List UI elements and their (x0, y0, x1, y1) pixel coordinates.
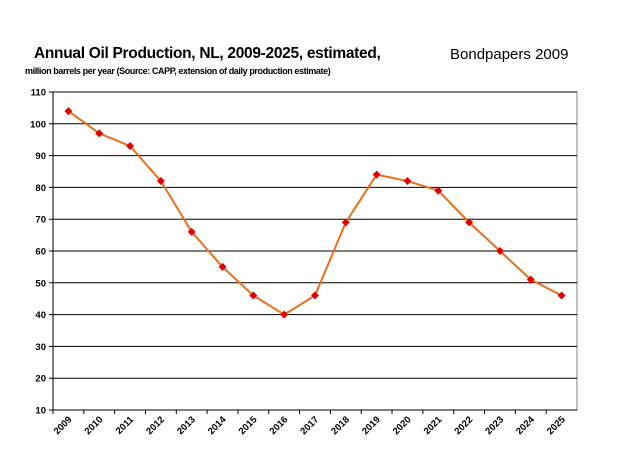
x-tick-label: 2025 (545, 414, 568, 437)
data-point (495, 247, 504, 255)
x-tick-label: 2024 (514, 414, 537, 437)
data-point (64, 107, 73, 116)
data-point (526, 275, 535, 284)
y-tick-label: 60 (35, 247, 46, 258)
y-tick-label: 100 (30, 119, 46, 130)
y-tick-label: 90 (35, 151, 46, 162)
y-tick-label: 20 (35, 374, 46, 385)
y-tick-label: 50 (35, 278, 46, 289)
data-point (465, 218, 474, 227)
y-tick-label: 70 (35, 215, 46, 226)
chart-credit: Bondpapers 2009 (450, 46, 569, 63)
data-point (403, 177, 412, 186)
data-point (557, 291, 566, 300)
x-tick-label: 2015 (237, 414, 260, 437)
data-point (311, 291, 319, 300)
data-point (156, 177, 165, 186)
x-tick-label: 2021 (422, 414, 445, 437)
data-point (95, 129, 104, 138)
data-point (249, 291, 258, 300)
x-tick-label: 2016 (268, 414, 291, 437)
x-tick-label: 2010 (83, 414, 106, 437)
data-point (434, 186, 443, 195)
y-tick-label: 110 (31, 88, 46, 99)
data-point (218, 262, 227, 271)
x-tick-label: 2019 (360, 414, 383, 437)
x-tick-label: 2022 (453, 414, 476, 437)
y-tick-label: 40 (35, 310, 46, 321)
x-tick-label: 2023 (483, 414, 506, 437)
data-point (280, 310, 289, 319)
x-tick-label: 2012 (144, 414, 167, 437)
x-tick-label: 2017 (298, 414, 321, 437)
x-tick-label: 2014 (206, 414, 229, 437)
data-point (126, 142, 135, 151)
y-tick-label: 80 (35, 183, 46, 194)
data-point (187, 227, 196, 236)
chart-subtitle: million barrels per year (Source: CAPP, … (25, 66, 331, 76)
x-tick-label: 2020 (391, 414, 414, 437)
y-tick-label: 30 (35, 342, 46, 353)
x-tick-label: 2011 (114, 414, 137, 437)
y-tick-label: 10 (35, 406, 46, 417)
x-tick-label: 2013 (175, 414, 198, 437)
x-tick-label: 2018 (329, 414, 352, 437)
data-point (341, 218, 350, 227)
chart-title: Annual Oil Production, NL, 2009-2025, es… (34, 45, 381, 62)
data-point (372, 170, 381, 179)
x-tick-label: 2009 (52, 414, 75, 437)
